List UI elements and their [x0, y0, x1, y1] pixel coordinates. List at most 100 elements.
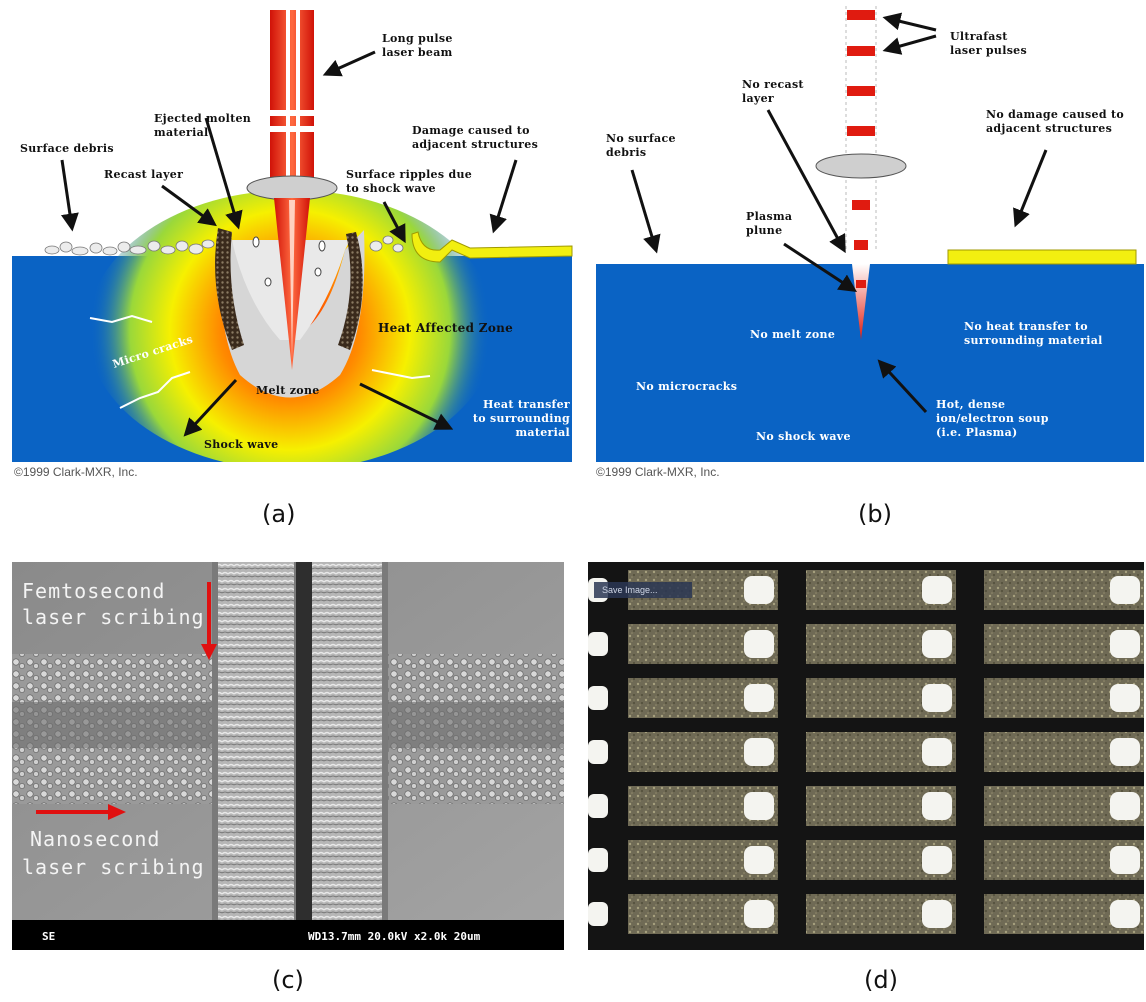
sem-micrograph: SE WD13.7mm 20.0kV x2.0k 20um Femtosecon…: [12, 562, 564, 950]
sem-mode: SE: [42, 930, 55, 943]
callout-arrows: [60, 50, 518, 437]
femtosecond-arrow: [201, 582, 217, 660]
label-plune: plune: [746, 224, 782, 237]
label-damage-caused: Damage caused to: [412, 124, 530, 137]
caption-b: (b): [858, 500, 892, 528]
label-femtosecond: Femtosecond: [22, 579, 165, 603]
bond-pad: [588, 632, 608, 656]
bond-pad: [922, 684, 952, 712]
surface-debris: [44, 235, 404, 256]
bond-pad: [588, 686, 608, 710]
bond-pad: [744, 684, 774, 712]
label-laser-beam: laser beam: [382, 46, 453, 59]
label-nanosecond: Nanosecond: [30, 827, 160, 851]
label-shock-wave: Shock wave: [204, 438, 278, 451]
label-ejected-molten: Ejected molten: [154, 112, 251, 125]
bond-pad: [922, 900, 952, 928]
bond-pad: [1110, 684, 1140, 712]
panel-a-long-pulse-ablation: Long pulse laser beam Ejected molten mat…: [0, 0, 582, 492]
label-material: material: [154, 126, 209, 139]
copyright-a: ©1999 Clark-MXR, Inc.: [14, 465, 138, 479]
label-ie-plasma: (i.e. Plasma): [936, 426, 1018, 439]
bond-pad: [588, 794, 608, 818]
panel-d-optical-image: Save Image...: [588, 562, 1144, 950]
label-ultrafast: Ultrafast: [950, 30, 1008, 43]
bond-pad: [1110, 738, 1140, 766]
label-nano-scribing: laser scribing: [22, 855, 205, 879]
label-femto-scribing: laser scribing: [22, 605, 205, 629]
nanosecond-arrow: [36, 804, 126, 820]
bond-pad: [744, 792, 774, 820]
label-adjacent-structures: adjacent structures: [412, 138, 538, 151]
damaged-adjacent-structure: [411, 231, 573, 263]
focusing-lens: [246, 175, 338, 201]
bond-pad: [1110, 900, 1140, 928]
callout-arrows-b: [630, 12, 1048, 414]
label-no-shock-wave: No shock wave: [756, 430, 851, 443]
label-shock-wave-ripples: to shock wave: [346, 182, 436, 195]
intact-adjacent-structure: [947, 249, 1137, 265]
recast-layer-left: [215, 228, 244, 350]
bond-pad: [744, 630, 774, 658]
bond-pad: [744, 738, 774, 766]
bond-pad: [1110, 630, 1140, 658]
label-laser-pulses: laser pulses: [950, 44, 1027, 57]
label-heat-transfer: Heat transfer: [483, 398, 570, 411]
panel-c-sem-image: SE WD13.7mm 20.0kV x2.0k 20um Femtosecon…: [12, 562, 564, 950]
bond-pad: [588, 848, 608, 872]
bond-pad: [588, 902, 608, 926]
bond-pad: [922, 846, 952, 874]
label-surface-ripples: Surface ripples due: [346, 168, 472, 181]
bond-pad: [922, 576, 952, 604]
label-no-microcracks: No microcracks: [636, 380, 737, 393]
label-melt-zone: Melt zone: [256, 384, 320, 397]
label-no-melt-zone: No melt zone: [750, 328, 835, 341]
bond-pad: [744, 846, 774, 874]
label-no-damage: No damage caused to: [986, 108, 1124, 121]
save-image-label: Save Image...: [602, 585, 658, 595]
panel-b-ultrafast-ablation: Ultrafast laser pulses No recast layer N…: [590, 0, 1146, 485]
panel-a-diagram: Long pulse laser beam Ejected molten mat…: [0, 10, 582, 492]
bond-pad: [1110, 576, 1140, 604]
bond-pad: [1110, 792, 1140, 820]
bond-pad: [1110, 846, 1140, 874]
substrate-b: [596, 264, 1144, 462]
bond-pad: [922, 792, 952, 820]
caption-a: (a): [262, 500, 296, 528]
label-layer: layer: [742, 92, 774, 105]
melt-zone: [219, 230, 365, 398]
label-no-surface: No surface: [606, 132, 676, 145]
label-recast-layer: Recast layer: [104, 168, 183, 181]
copyright-b: ©1999 Clark-MXR, Inc.: [596, 465, 720, 479]
long-pulse-laser-beam: [246, 10, 338, 370]
bond-pad: [922, 630, 952, 658]
label-no-heat-transfer: No heat transfer to: [964, 320, 1088, 333]
label-hot-dense: Hot, dense: [936, 398, 1005, 411]
label-material-a: material: [515, 426, 570, 439]
caption-d: (d): [864, 966, 898, 994]
bond-pad: [744, 900, 774, 928]
label-adjacent-structures-b: adjacent structures: [986, 122, 1112, 135]
sem-parameters: WD13.7mm 20.0kV x2.0k 20um: [308, 930, 481, 943]
label-no-recast: No recast: [742, 78, 804, 91]
label-ion-electron: ion/electron soup: [936, 412, 1049, 425]
recast-layer-right: [338, 232, 363, 350]
optical-micrograph: Save Image...: [588, 562, 1144, 950]
save-image-tag: [594, 582, 692, 598]
micro-cracks: [89, 314, 431, 409]
caption-c: (c): [272, 966, 304, 994]
label-surface-debris: Surface debris: [20, 142, 114, 155]
die-grid: [588, 570, 1144, 934]
bond-pad: [588, 740, 608, 764]
label-heat-affected-zone: Heat Affected Zone: [378, 321, 513, 335]
label-surrounding-material: surrounding material: [964, 334, 1103, 347]
focusing-lens-b: [815, 153, 907, 179]
sem-info-bar: [12, 920, 564, 950]
label-debris: debris: [606, 146, 646, 159]
ejected-particles: [252, 236, 326, 287]
bond-pad: [744, 576, 774, 604]
label-plasma: Plasma: [746, 210, 792, 223]
panel-b-diagram: Ultrafast laser pulses No recast layer N…: [596, 6, 1144, 479]
label-to-surrounding: to surrounding: [473, 412, 570, 425]
label-long-pulse: Long pulse: [382, 32, 453, 45]
